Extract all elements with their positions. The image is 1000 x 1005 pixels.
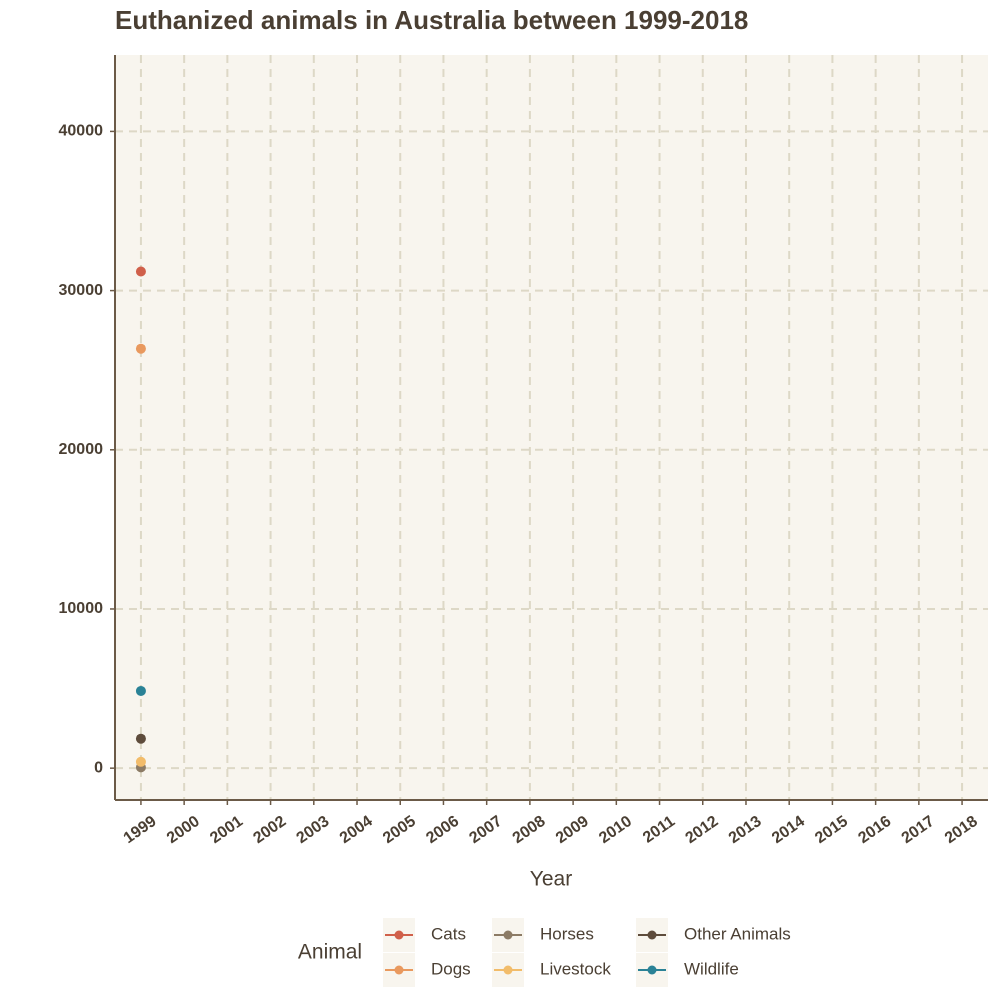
x-tick-label: 2007 [466,813,505,847]
plot-background [115,55,988,800]
legend-key-point [647,930,657,940]
y-tick-label: 10000 [59,600,104,617]
y-tick-label: 20000 [59,441,104,458]
x-tick-label: 2010 [596,813,635,847]
x-tick-label: 2006 [423,813,462,847]
data-point [135,733,146,744]
x-tick-label: 2017 [899,813,938,847]
x-tick-label: 2009 [553,813,592,847]
y-tick-label: 0 [94,759,103,776]
x-tick-label: 2001 [207,813,246,847]
legend-item: Cats [383,918,466,952]
legend-label: Horses [540,924,594,943]
data-point [135,685,146,696]
x-tick-label: 2000 [164,813,203,847]
legend-key-point [503,965,513,975]
x-tick-label: 2008 [510,813,549,847]
x-tick-label: 2004 [337,813,376,847]
x-tick-label: 2014 [769,813,808,847]
legend-label: Wildlife [684,959,739,978]
legend-title: Animal [298,941,362,964]
legend-key-point [394,965,404,975]
data-point [135,756,146,767]
legend-item: Other Animals [636,918,791,952]
legend-key-point [394,930,404,940]
legend-key-point [647,965,657,975]
y-tick-label: 40000 [59,123,104,140]
x-tick-label: 2012 [683,813,722,847]
y-tick-label: 30000 [59,282,104,299]
legend-label: Dogs [431,959,471,978]
legend-item: Livestock [492,953,611,987]
x-tick-label: 2011 [640,813,678,847]
x-tick-label: 1999 [121,813,160,847]
legend-label: Other Animals [684,924,791,943]
legend-label: Cats [431,924,466,943]
data-point [135,343,146,354]
data-point [135,266,146,277]
chart-title: Euthanized animals in Australia between … [115,5,748,35]
legend-item: Wildlife [636,953,739,987]
legend-item: Dogs [383,953,471,987]
x-tick-label: 2018 [942,813,981,847]
legend-label: Livestock [540,959,611,978]
x-tick-label: 2002 [250,813,289,847]
x-tick-label: 2015 [812,813,851,847]
x-tick-label: 2003 [294,813,333,847]
x-tick-label: 2005 [380,813,419,847]
x-axis-label: Year [530,868,572,891]
legend-key-point [503,930,513,940]
legend-item: Horses [492,918,594,952]
x-tick-label: 2016 [855,813,894,847]
x-tick-label: 2013 [726,813,765,847]
